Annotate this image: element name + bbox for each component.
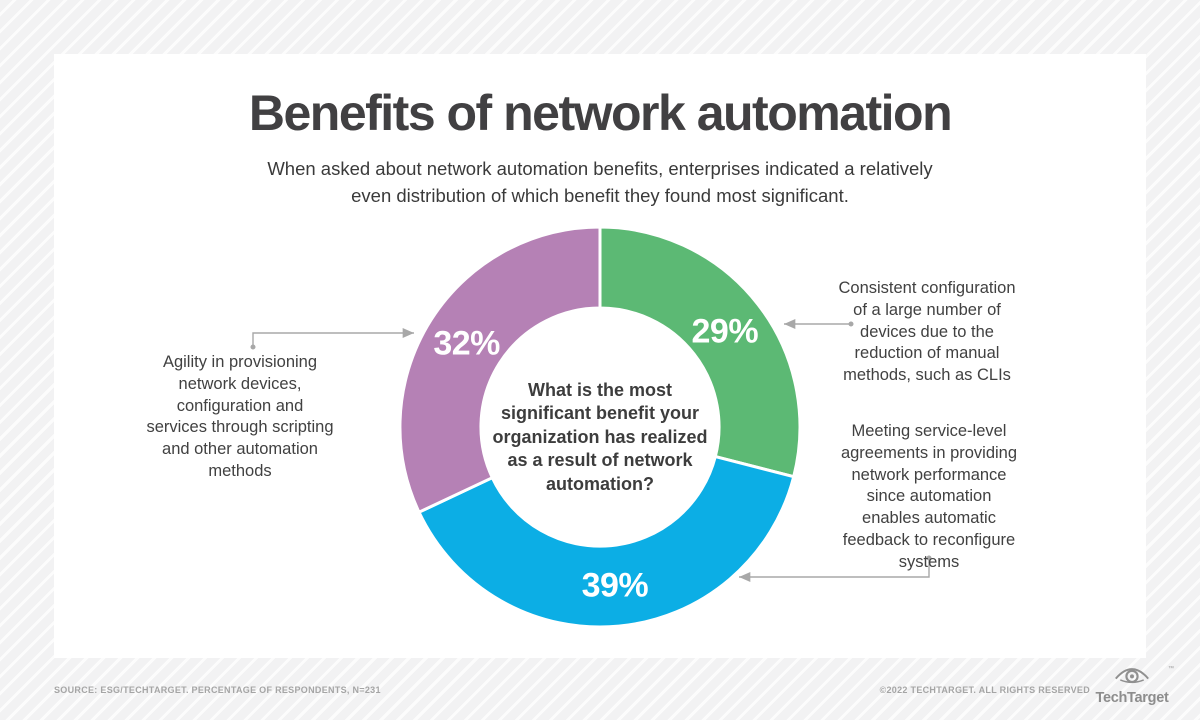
techtarget-eye-icon [1115,668,1149,684]
arrow-line [252,327,414,345]
page-title: Benefits of network automation [248,85,953,141]
donut-segments: 29% 39% 32% [398,225,802,629]
callout-consistent-configuration: Consistent configuration of a large numb… [838,279,1016,385]
callout-meeting-sla: Meeting service-level agreements in prov… [840,422,1018,571]
donut-percent-label-0: 29% [692,312,759,350]
callout-arrow-agility [250,327,414,350]
donut-percent-label-2: 32% [433,325,500,363]
donut-segment-1 [417,455,796,629]
source-note: SOURCE: ESG/TECHTARGET. PERCENTAGE OF RE… [54,685,381,695]
donut-segment-2 [398,225,602,514]
techtarget-wordmark: TechTarget [1095,690,1169,706]
techtarget-logo: ™ TechTarget [1082,666,1182,706]
arrow-line [739,558,930,583]
copyright-note: ©2022 TECHTARGET. ALL RIGHTS RESERVED [879,685,1090,695]
page-subtitle: When asked about network automation bene… [267,158,933,206]
donut-segment-0 [598,225,802,479]
callout-arrow-meeting [739,555,932,583]
callout-arrow-consistent [784,318,854,330]
callout-arrows [250,318,932,583]
trademark-symbol: ™ [1168,666,1174,672]
arrow-dot [250,344,256,350]
callout-agility-provisioning: Agility in provisioning network devices,… [146,353,334,480]
donut-center-question: What is the most significant benefit you… [492,380,708,494]
donut-percent-label-1: 39% [582,567,649,605]
